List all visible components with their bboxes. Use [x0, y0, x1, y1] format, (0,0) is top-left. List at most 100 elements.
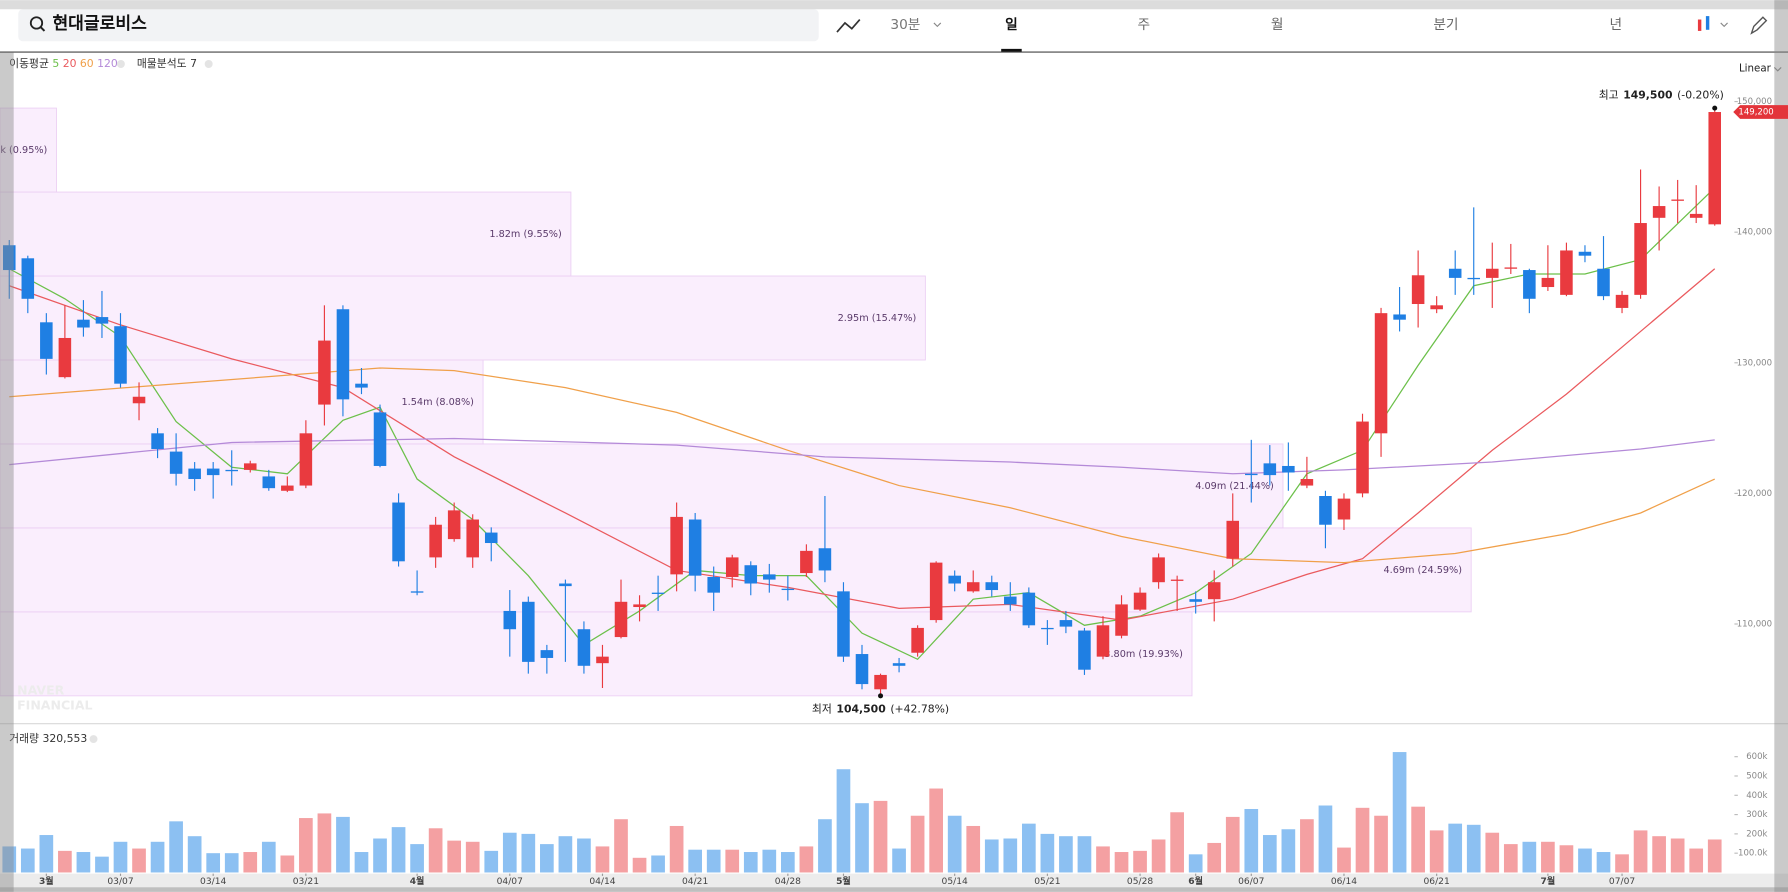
candle-body	[688, 519, 702, 576]
y-tick-label: 600k	[1746, 752, 1767, 762]
volume-bar	[1652, 836, 1666, 873]
candle-body	[1597, 268, 1610, 297]
profile-label: 3.80m (19.93%)	[1104, 649, 1183, 660]
candle-body	[522, 601, 535, 662]
candle-body	[243, 463, 257, 470]
indicator-icon[interactable]	[836, 18, 861, 33]
volume-bar	[1114, 852, 1129, 873]
candle-body	[1448, 268, 1462, 278]
candle-body	[1337, 498, 1351, 520]
draw-icon[interactable]	[1750, 16, 1768, 35]
x-tick-label: 04/21	[682, 877, 708, 887]
candle-body	[1059, 620, 1073, 627]
volume-bar	[1392, 752, 1407, 873]
volume-bar	[1466, 824, 1481, 873]
scale-select[interactable]: Linear	[1739, 63, 1772, 75]
candle-icon[interactable]	[1697, 19, 1702, 31]
profile-bar	[0, 107, 57, 193]
candle-body	[1560, 250, 1573, 295]
volume-bar	[614, 819, 628, 873]
volume-bar	[855, 803, 869, 873]
period-tab[interactable]: 월	[1271, 17, 1284, 33]
x-tick-label: 04/07	[497, 877, 523, 887]
candle-body	[132, 396, 146, 404]
volume-bar	[1225, 816, 1240, 873]
volume-bar	[947, 815, 962, 873]
volume-bar	[447, 840, 462, 873]
low-annotation-part: 최저	[812, 703, 832, 716]
candle-body	[1393, 314, 1406, 320]
candle-body	[225, 469, 238, 472]
y-tick-label: 150,000	[1737, 97, 1772, 107]
candle-body	[874, 674, 887, 690]
candle-body	[1486, 268, 1499, 278]
candle-body	[40, 322, 53, 359]
candle-body	[58, 337, 72, 378]
candle-icon[interactable]	[1705, 16, 1710, 30]
close-icon[interactable]	[116, 60, 125, 68]
candle-body	[1300, 479, 1314, 486]
volume-bar	[1151, 839, 1166, 873]
candle-body	[1226, 520, 1240, 559]
volume-bar	[910, 815, 925, 873]
volume-bar	[1707, 839, 1722, 873]
search-text[interactable]: 현대글로비스	[52, 14, 147, 34]
close-icon[interactable]	[89, 735, 98, 744]
high-annotation-part: (-0.20%)	[1677, 89, 1724, 102]
volume-bar	[187, 836, 202, 873]
volume-bar	[966, 825, 981, 873]
candle-body	[188, 468, 201, 480]
search-box[interactable]	[18, 9, 819, 42]
volume-bar	[1633, 830, 1648, 873]
edge-shade	[0, 887, 1788, 892]
volume-bar	[521, 833, 536, 873]
volume-bar	[354, 852, 369, 873]
volume-bar	[781, 852, 795, 873]
period-tab[interactable]: 년	[1610, 17, 1623, 33]
volume-bar	[577, 838, 591, 873]
candle-body	[651, 592, 665, 594]
candle-body	[614, 601, 628, 638]
candle-body	[1504, 267, 1518, 269]
volume-bar	[873, 800, 888, 873]
candle-body	[966, 582, 980, 592]
volume-bar	[1355, 807, 1370, 873]
candle-body	[1096, 625, 1110, 657]
watermark: FINANCIAL	[17, 697, 92, 712]
profile-bar	[0, 191, 572, 277]
candle-body	[1671, 199, 1684, 201]
volume-title: 거래량	[9, 732, 39, 745]
period-tab[interactable]: 주	[1137, 17, 1150, 33]
volume-bar	[76, 852, 91, 873]
volume-legend: 거래량 320,553	[9, 732, 87, 745]
candle-body	[299, 433, 313, 486]
candle-body	[633, 604, 646, 608]
volume-bar	[1281, 829, 1296, 873]
moving-average	[8, 187, 1716, 661]
candle-body	[373, 412, 387, 466]
edge-shade	[0, 0, 1788, 10]
volume-bar	[540, 844, 554, 873]
interval-select[interactable]: 30분	[890, 17, 920, 33]
ma-legend: 이동평균 5 20 60 120	[9, 57, 118, 70]
candle-body	[855, 654, 869, 685]
period-tab[interactable]: 분기	[1433, 17, 1458, 33]
volume-bar	[1578, 848, 1592, 873]
volume-plot: 100.0k 200k 300k 400k 500k 600k	[2, 752, 1768, 873]
volume-bar	[1318, 805, 1333, 873]
date-axis: 3월 03/07 03/14 03/21 4월 04/07 04/14 04/21 04/28 5…	[39, 873, 1635, 887]
volume-bar	[113, 841, 128, 873]
volume-bar	[1374, 815, 1388, 873]
candle-body	[540, 650, 554, 658]
volume-bar	[317, 813, 332, 873]
candle-body	[1374, 313, 1388, 434]
close-icon[interactable]	[204, 60, 213, 68]
volume-bar	[150, 841, 165, 873]
period-tab[interactable]: 일	[1005, 17, 1018, 33]
volume-bar	[1503, 844, 1518, 873]
edge-shade	[0, 52, 14, 892]
candle-body	[21, 258, 35, 299]
y-tick-label: 140,000	[1737, 228, 1772, 238]
candle-body	[1170, 579, 1184, 581]
volume-last: 320,553	[42, 732, 87, 745]
